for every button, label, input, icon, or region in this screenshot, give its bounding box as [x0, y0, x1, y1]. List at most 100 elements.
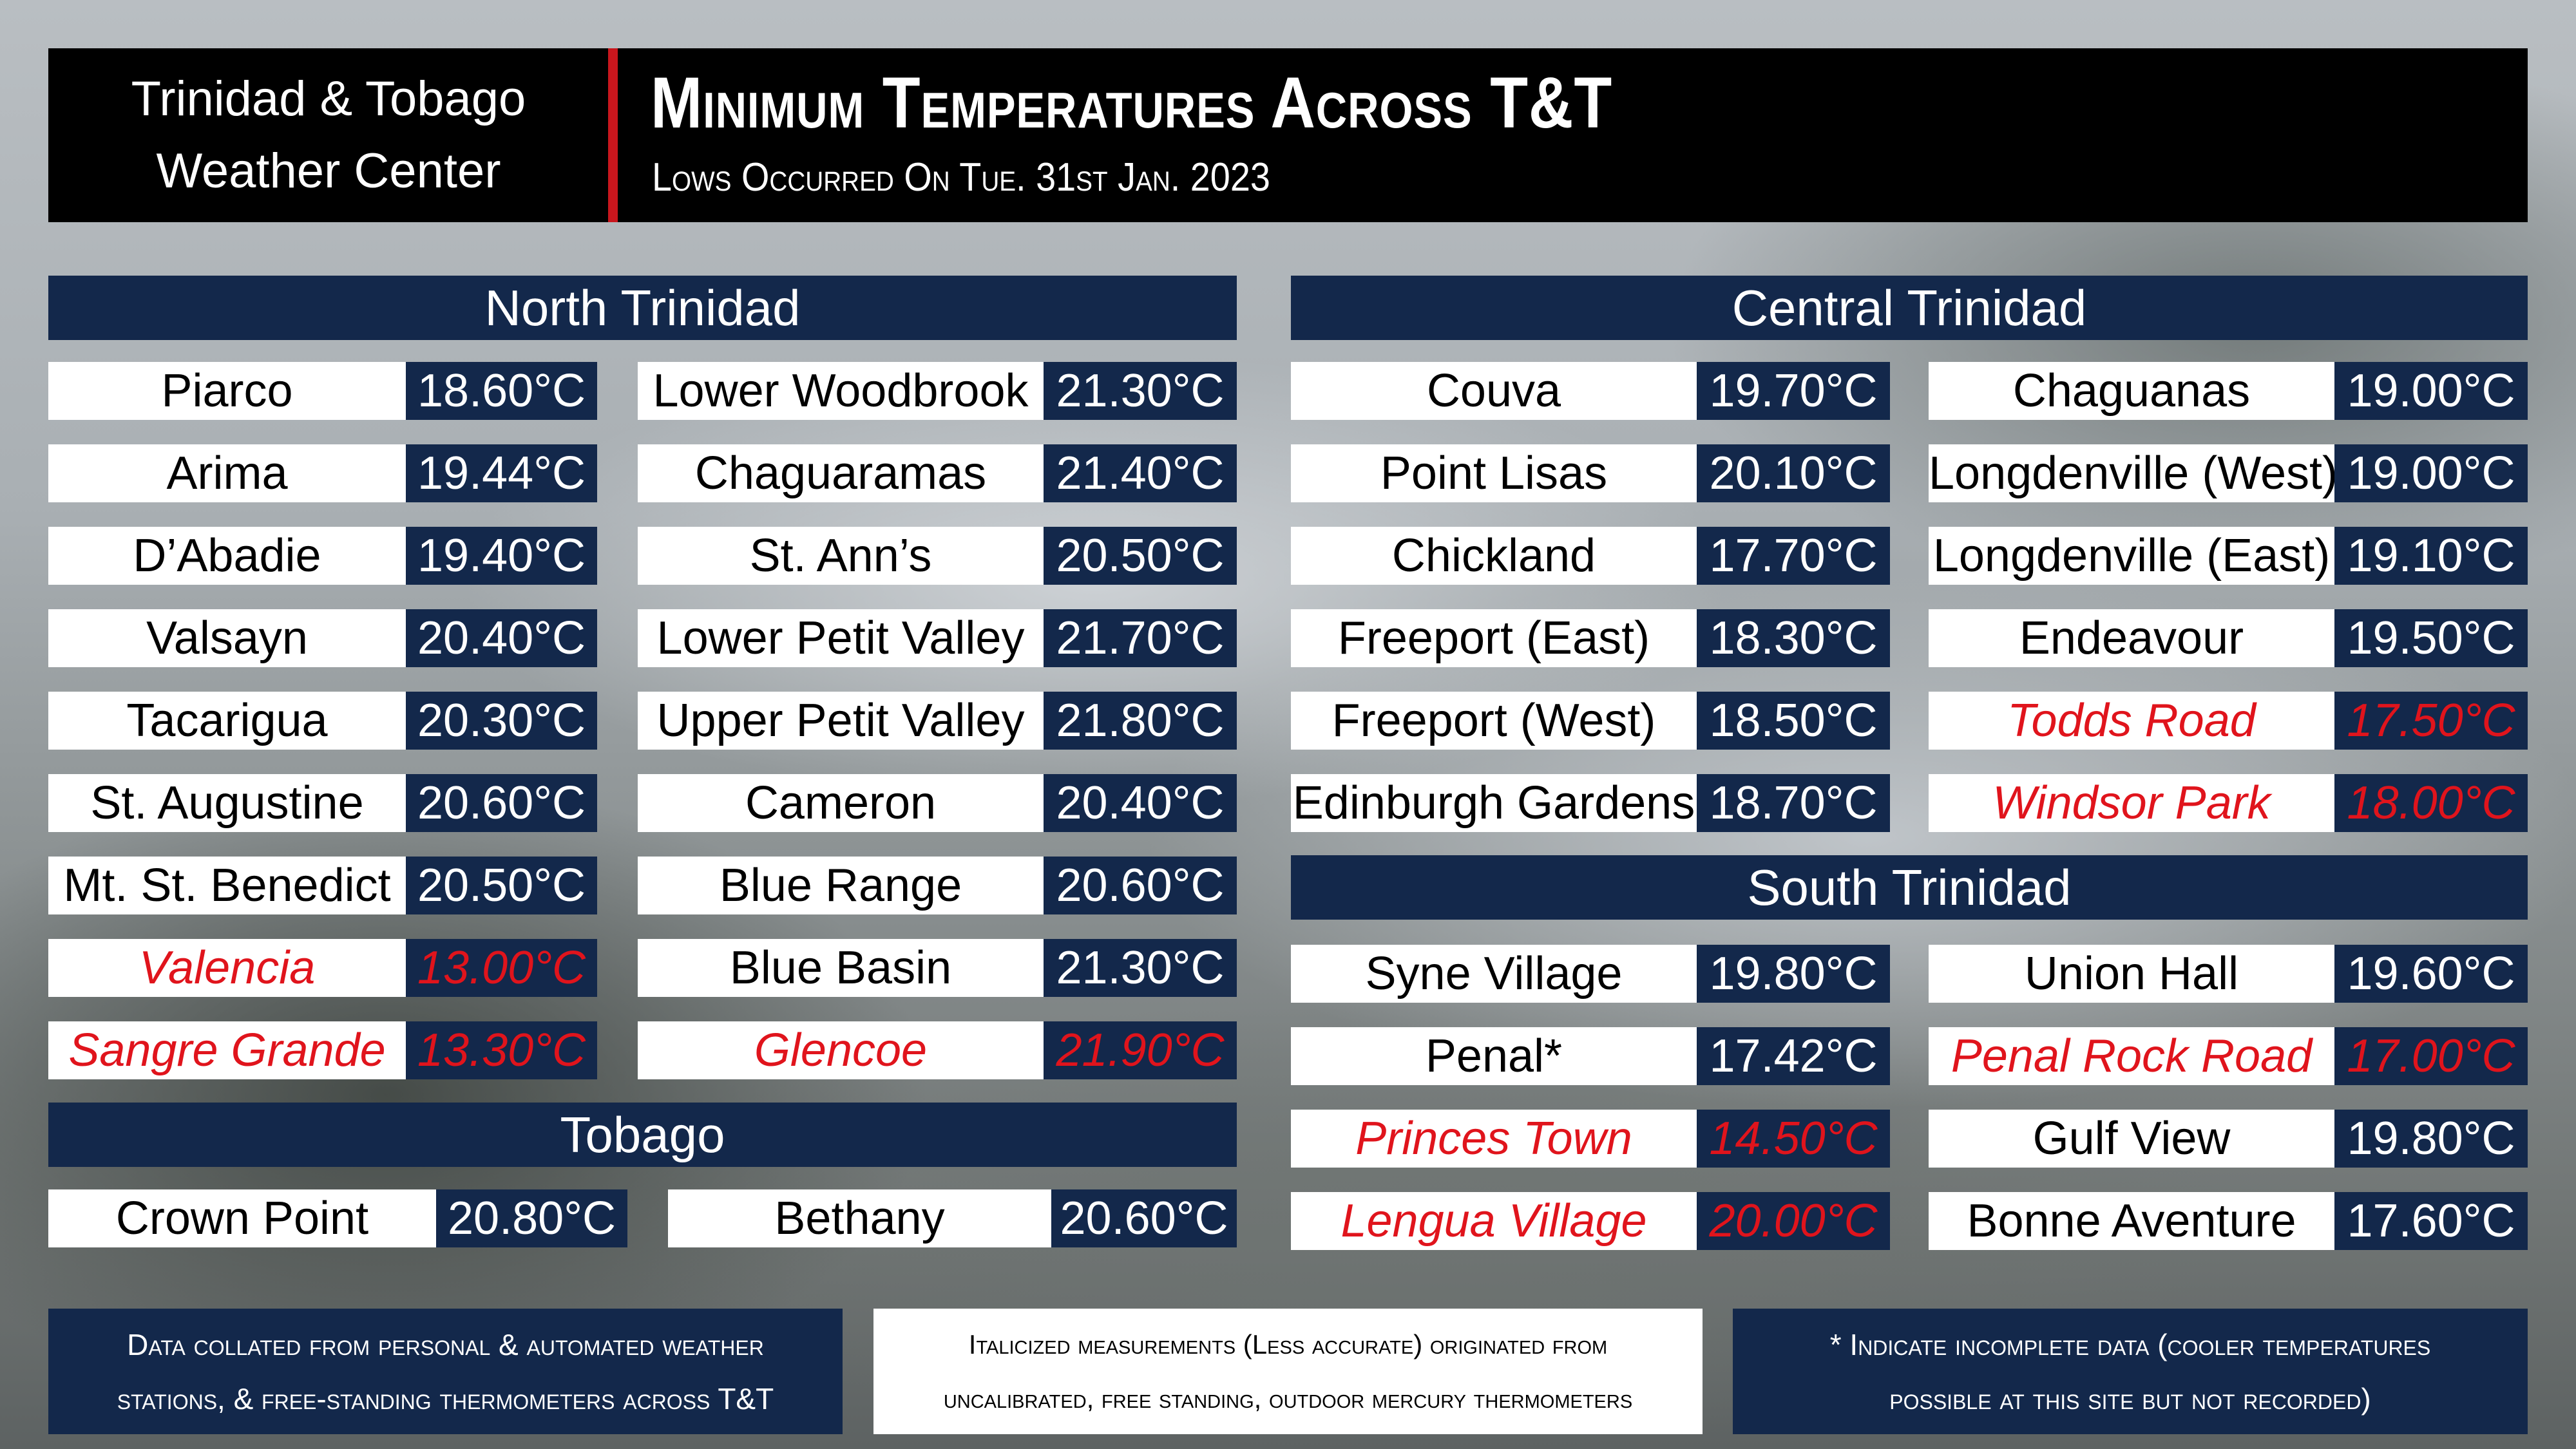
station-row: Blue Basin 21.30°C [638, 939, 1237, 997]
station-temperature: 20.10°C [1697, 444, 1890, 502]
station-row: Arima 19.44°C [48, 444, 597, 502]
station-row: Couva 19.70°C [1291, 362, 1890, 420]
header-divider [608, 48, 618, 222]
station-name: Valencia [48, 939, 406, 997]
station-name: St. Ann’s [638, 527, 1044, 585]
station-row: Lengua Village 20.00°C [1291, 1192, 1890, 1250]
station-temperature: 20.60°C [1051, 1189, 1237, 1247]
brand-line-2: Weather Center [156, 144, 501, 198]
brand-block: Trinidad & Tobago Weather Center [48, 48, 609, 222]
station-name: Cameron [638, 774, 1044, 832]
station-row: Upper Petit Valley 21.80°C [638, 692, 1237, 750]
station-temperature: 20.30°C [406, 692, 597, 750]
station-name: Gulf View [1929, 1110, 2334, 1168]
north-trinidad-header: North Trinidad [48, 276, 1237, 340]
station-temperature: 21.30°C [1044, 939, 1237, 997]
station-temperature: 19.70°C [1697, 362, 1890, 420]
station-name: Freeport (East) [1291, 609, 1697, 667]
station-row: Chaguaramas 21.40°C [638, 444, 1237, 502]
station-temperature: 20.50°C [406, 857, 597, 914]
tobago-col-1: Crown Point 20.80°C [48, 1189, 627, 1247]
station-name: Lower Woodbrook [638, 362, 1044, 420]
station-name: St. Augustine [48, 774, 406, 832]
north-col-1: Piarco 18.60°C Arima 19.44°C D’Abadie 19.40°C… [48, 362, 597, 1079]
station-row: D’Abadie 19.40°C [48, 527, 597, 585]
station-temperature: 17.00°C [2334, 1027, 2528, 1085]
station-temperature: 21.70°C [1044, 609, 1237, 667]
station-row: Point Lisas 20.10°C [1291, 444, 1890, 502]
station-name: Lower Petit Valley [638, 609, 1044, 667]
station-name: Blue Basin [638, 939, 1044, 997]
station-row: Glencoe 21.90°C [638, 1021, 1237, 1079]
station-temperature: 20.40°C [406, 609, 597, 667]
station-row: Freeport (East) 18.30°C [1291, 609, 1890, 667]
station-name: Windsor Park [1929, 774, 2334, 832]
footer-left-line-1: Data collated from personal & automated … [127, 1327, 764, 1361]
station-name: Longdenville (East) [1929, 527, 2334, 585]
station-row: Penal Rock Road 17.00°C [1929, 1027, 2528, 1085]
station-name: Bethany [668, 1189, 1051, 1247]
station-temperature: 17.42°C [1697, 1027, 1890, 1085]
footer-italic-note: Italicized measurements (Less accurate) … [873, 1309, 1703, 1434]
page-title: Minimum Temperatures Across T&T [651, 62, 1613, 143]
station-temperature: 20.40°C [1044, 774, 1237, 832]
station-temperature: 21.90°C [1044, 1021, 1237, 1079]
south-col-2: Union Hall 19.60°C Penal Rock Road 17.00°C G… [1929, 945, 2528, 1250]
south-col-1: Syne Village 19.80°C Penal* 17.42°C Princes … [1291, 945, 1890, 1250]
station-name: Glencoe [638, 1021, 1044, 1079]
station-name: Blue Range [638, 857, 1044, 914]
station-row: St. Ann’s 20.50°C [638, 527, 1237, 585]
station-temperature: 17.50°C [2334, 692, 2528, 750]
station-temperature: 20.00°C [1697, 1192, 1890, 1250]
central-col-2: Chaguanas 19.00°C Longdenville (West) 19.00… [1929, 362, 2528, 832]
station-name: Freeport (West) [1291, 692, 1697, 750]
station-temperature: 19.80°C [2334, 1110, 2528, 1168]
brand-line-1: Trinidad & Tobago [131, 71, 526, 126]
station-name: Lengua Village [1291, 1192, 1697, 1250]
station-temperature: 19.80°C [1697, 945, 1890, 1003]
station-row: Blue Range 20.60°C [638, 857, 1237, 914]
station-temperature: 13.30°C [406, 1021, 597, 1079]
station-name: Mt. St. Benedict [48, 857, 406, 914]
station-row: Lower Petit Valley 21.70°C [638, 609, 1237, 667]
station-row: Valsayn 20.40°C [48, 609, 597, 667]
station-name: Union Hall [1929, 945, 2334, 1003]
station-row: Windsor Park 18.00°C [1929, 774, 2528, 832]
station-name: Endeavour [1929, 609, 2334, 667]
station-row: Endeavour 19.50°C [1929, 609, 2528, 667]
station-name: Valsayn [48, 609, 406, 667]
station-row: Union Hall 19.60°C [1929, 945, 2528, 1003]
station-name: Penal Rock Road [1929, 1027, 2334, 1085]
station-temperature: 20.80°C [436, 1189, 627, 1247]
footer-mid-line-1: Italicized measurements (Less accurate) … [968, 1329, 1608, 1359]
station-name: Point Lisas [1291, 444, 1697, 502]
station-row: Freeport (West) 18.50°C [1291, 692, 1890, 750]
north-col-2: Lower Woodbrook 21.30°C Chaguaramas 21.40°C… [638, 362, 1237, 1079]
station-name: Penal* [1291, 1027, 1697, 1085]
station-temperature: 13.00°C [406, 939, 597, 997]
station-row: Valencia 13.00°C [48, 939, 597, 997]
header-bar [48, 48, 2528, 222]
station-row: Bonne Aventure 17.60°C [1929, 1192, 2528, 1250]
station-temperature: 20.60°C [1044, 857, 1237, 914]
station-name: Crown Point [48, 1189, 436, 1247]
station-temperature: 21.80°C [1044, 692, 1237, 750]
station-row: Tacarigua 20.30°C [48, 692, 597, 750]
station-row: Gulf View 19.80°C [1929, 1110, 2528, 1168]
station-row: Cameron 20.40°C [638, 774, 1237, 832]
station-name: Couva [1291, 362, 1697, 420]
station-temperature: 19.40°C [406, 527, 597, 585]
station-name: Longdenville (West) [1929, 444, 2338, 502]
central-trinidad-header: Central Trinidad [1291, 276, 2528, 340]
station-name: Edinburgh Gardens [1291, 774, 1697, 832]
station-temperature: 19.44°C [406, 444, 597, 502]
station-temperature: 19.00°C [2334, 444, 2528, 502]
station-row: Piarco 18.60°C [48, 362, 597, 420]
footer-left-line-2: stations, & free-standing thermometers a… [117, 1381, 774, 1416]
station-name: Sangre Grande [48, 1021, 406, 1079]
station-name: Chaguanas [1929, 362, 2334, 420]
station-row: Todds Road 17.50°C [1929, 692, 2528, 750]
station-temperature: 18.70°C [1697, 774, 1890, 832]
station-temperature: 14.50°C [1697, 1110, 1890, 1168]
page-subtitle: Lows Occurred On Tue. 31st Jan. 2023 [652, 155, 1270, 200]
